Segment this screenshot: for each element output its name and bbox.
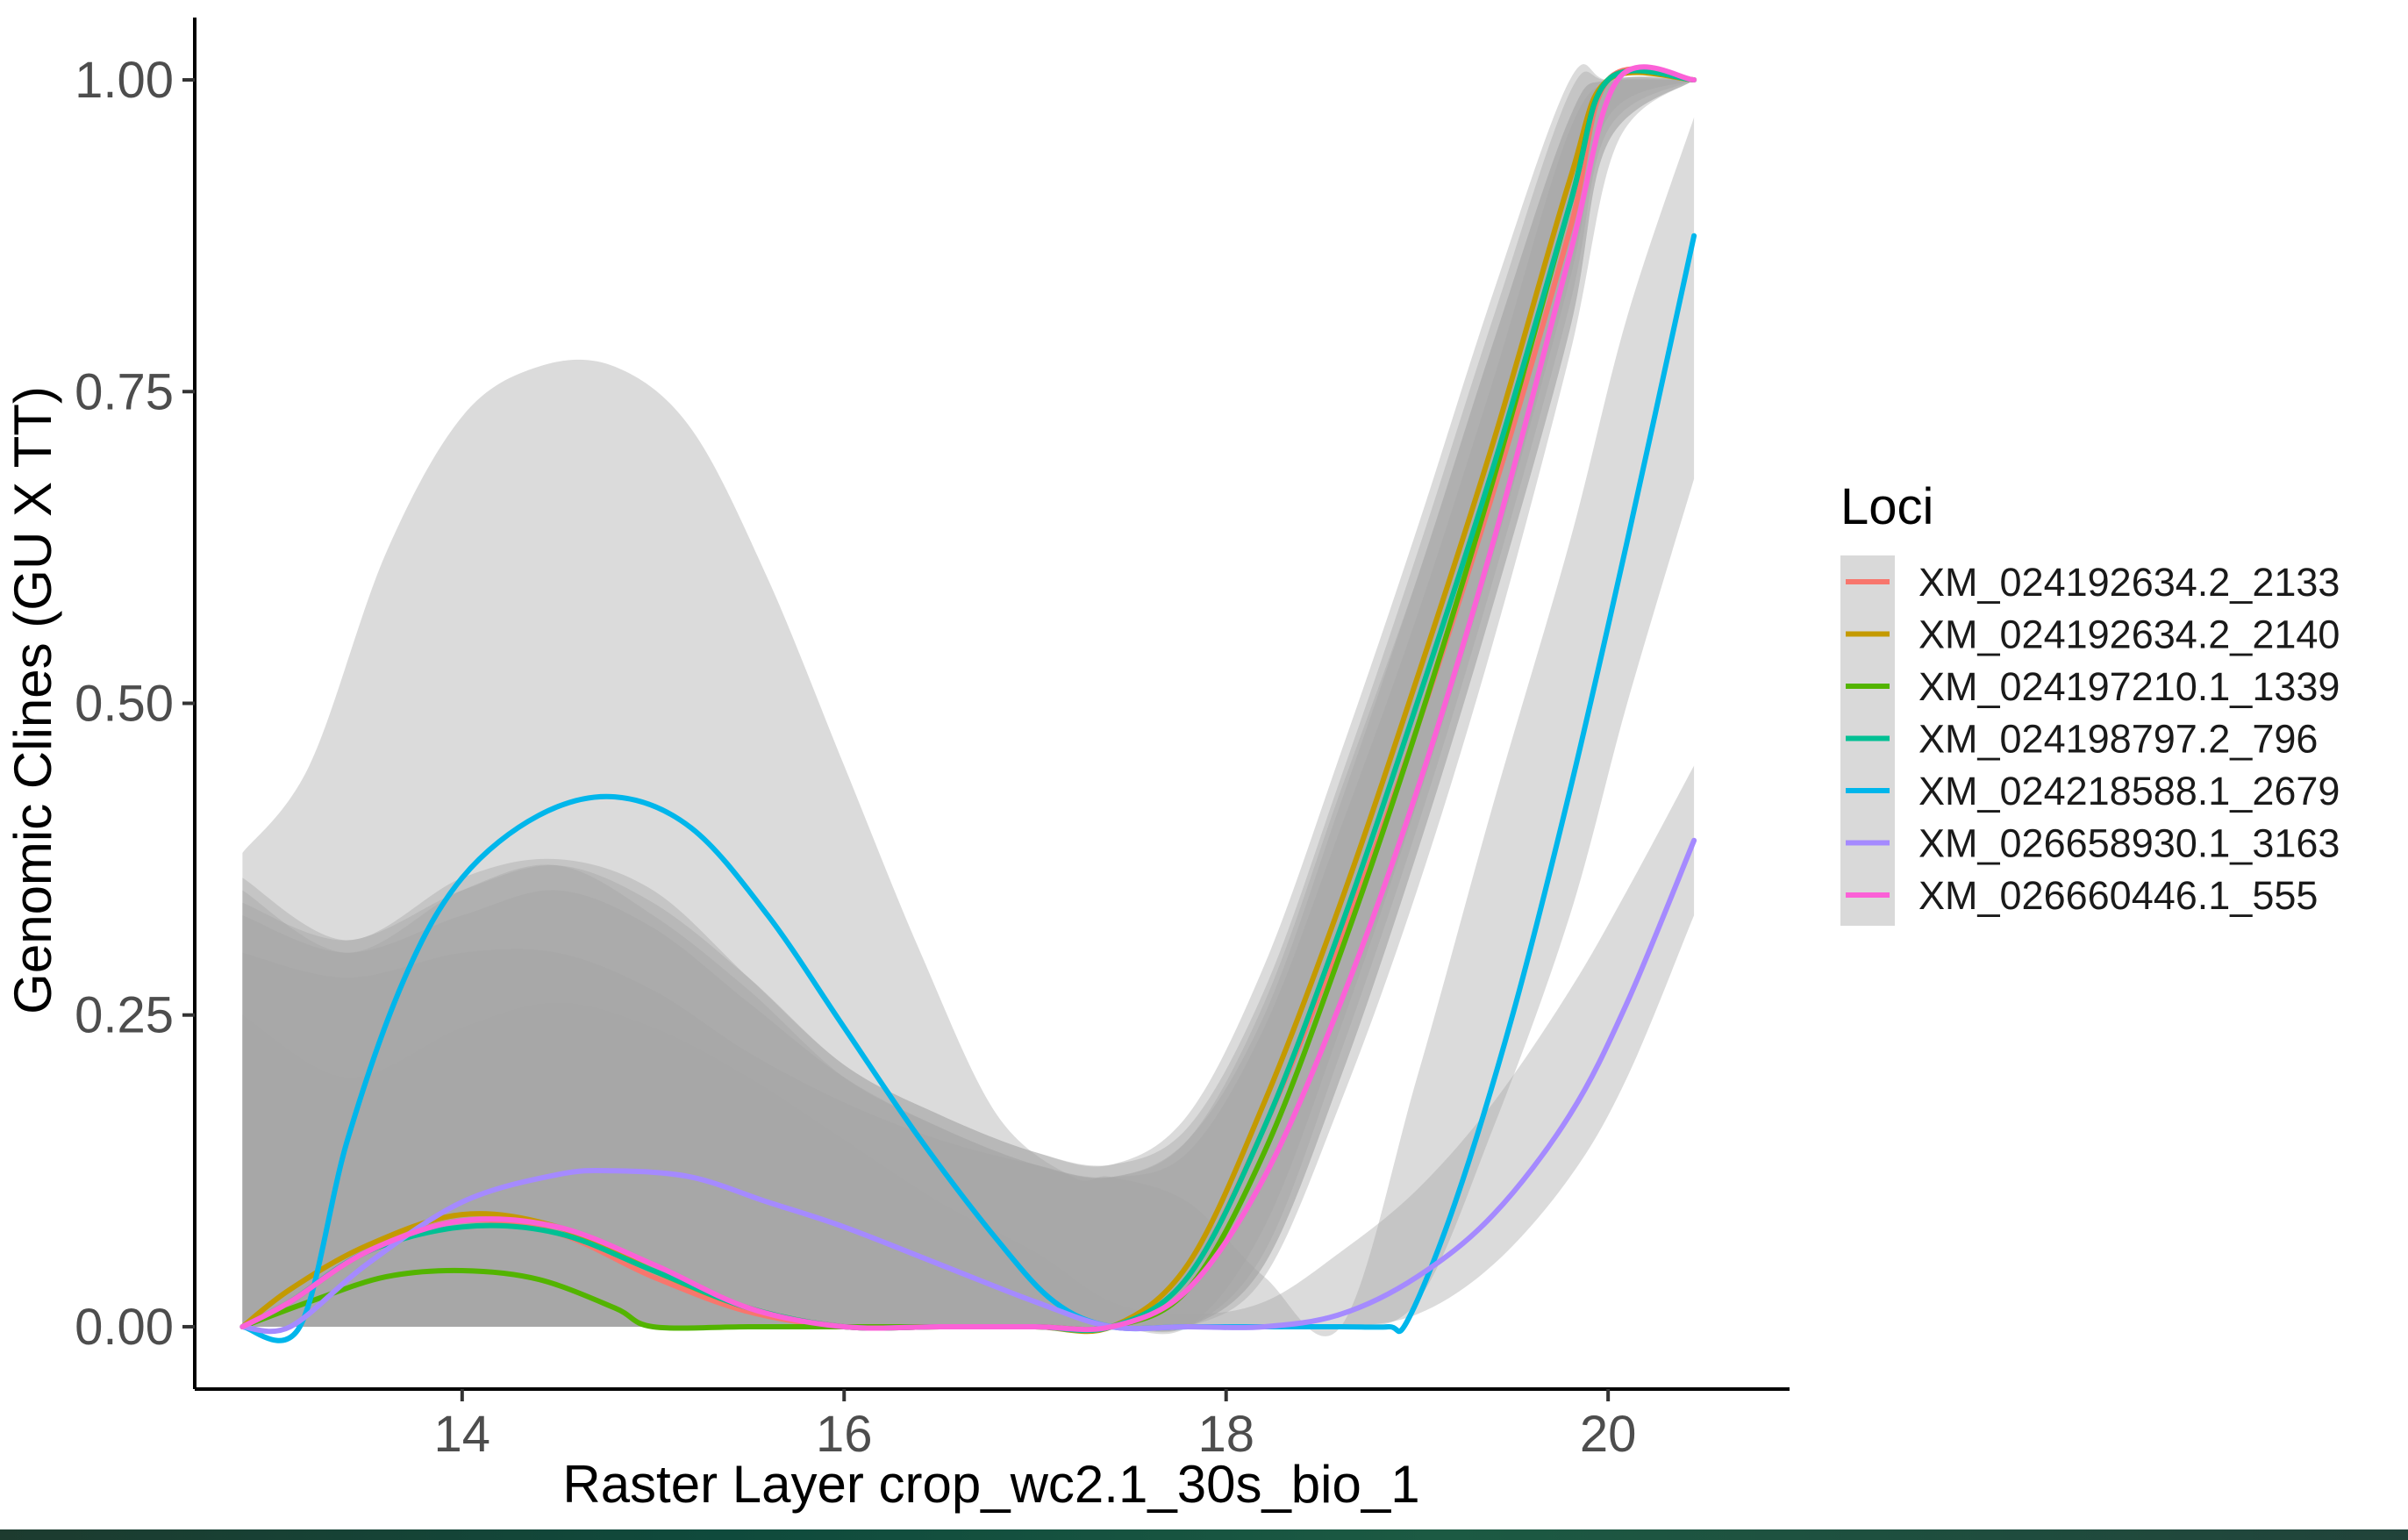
x-ticks: 14 16 18 20	[434, 1389, 1637, 1463]
y-tick-label: 0.25	[75, 987, 174, 1044]
x-tick-label: 14	[434, 1406, 491, 1463]
y-tick-label: 0.00	[75, 1299, 174, 1356]
series-lines	[239, 64, 1697, 1343]
x-tick-label: 18	[1197, 1406, 1254, 1463]
confidence-band-xm-024192634-2-2140	[242, 64, 1695, 1335]
confidence-band-xm-024192634-2-2133	[242, 76, 1695, 1332]
legend-title: Loci	[1840, 478, 1933, 535]
y-axis-title: Genomic Clines (GU X TT)	[4, 386, 62, 1014]
confidence-band-xm-024198797-2-796	[242, 71, 1695, 1333]
y-tick-label: 1.00	[75, 52, 174, 109]
legend-label: XM_024197210.1_1339	[1919, 664, 2340, 709]
legend-label: XM_024218588.1_2679	[1919, 769, 2340, 813]
legend-label: XM_026660446.1_555	[1919, 873, 2318, 918]
x-tick-label: 16	[816, 1406, 873, 1463]
legend-label: XM_026658930.1_3163	[1919, 821, 2340, 866]
x-axis-title: Raster Layer crop_wc2.1_30s_bio_1	[562, 1455, 1419, 1514]
legend: Loci XM_024192634.2_2133XM_024192634.2_2…	[1840, 478, 2340, 926]
confidence-band-xm-024197210-1-1339	[242, 76, 1695, 1332]
window-bottom-edge	[0, 1529, 2408, 1540]
confidence-band-xm-024218588-1-2679	[242, 117, 1695, 1336]
series-line-xm-024218588-1-2679	[239, 233, 1697, 1343]
legend-label: XM_024192634.2_2133	[1919, 560, 2340, 605]
y-ticks: 0.00 0.25 0.50 0.75 1.00	[75, 52, 195, 1356]
confidence-band-xm-026658930-1-3163	[242, 765, 1695, 1329]
x-tick-label: 20	[1580, 1406, 1637, 1463]
legend-items: XM_024192634.2_2133 XM_024192634.2_2140 XM…	[1846, 560, 2340, 918]
series-line-xm-026658930-1-3163	[239, 837, 1697, 1335]
confidence-bands	[242, 64, 1695, 1336]
series-line-xm-026660446-1-555	[239, 64, 1697, 1333]
legend-label: XM_024192634.2_2140	[1919, 612, 2340, 657]
legend-label: XM_024198797.2_796	[1919, 717, 2318, 762]
y-tick-label: 0.50	[75, 676, 174, 733]
confidence-band-xm-026660446-1-555	[242, 75, 1695, 1331]
y-tick-label: 0.75	[75, 363, 174, 420]
